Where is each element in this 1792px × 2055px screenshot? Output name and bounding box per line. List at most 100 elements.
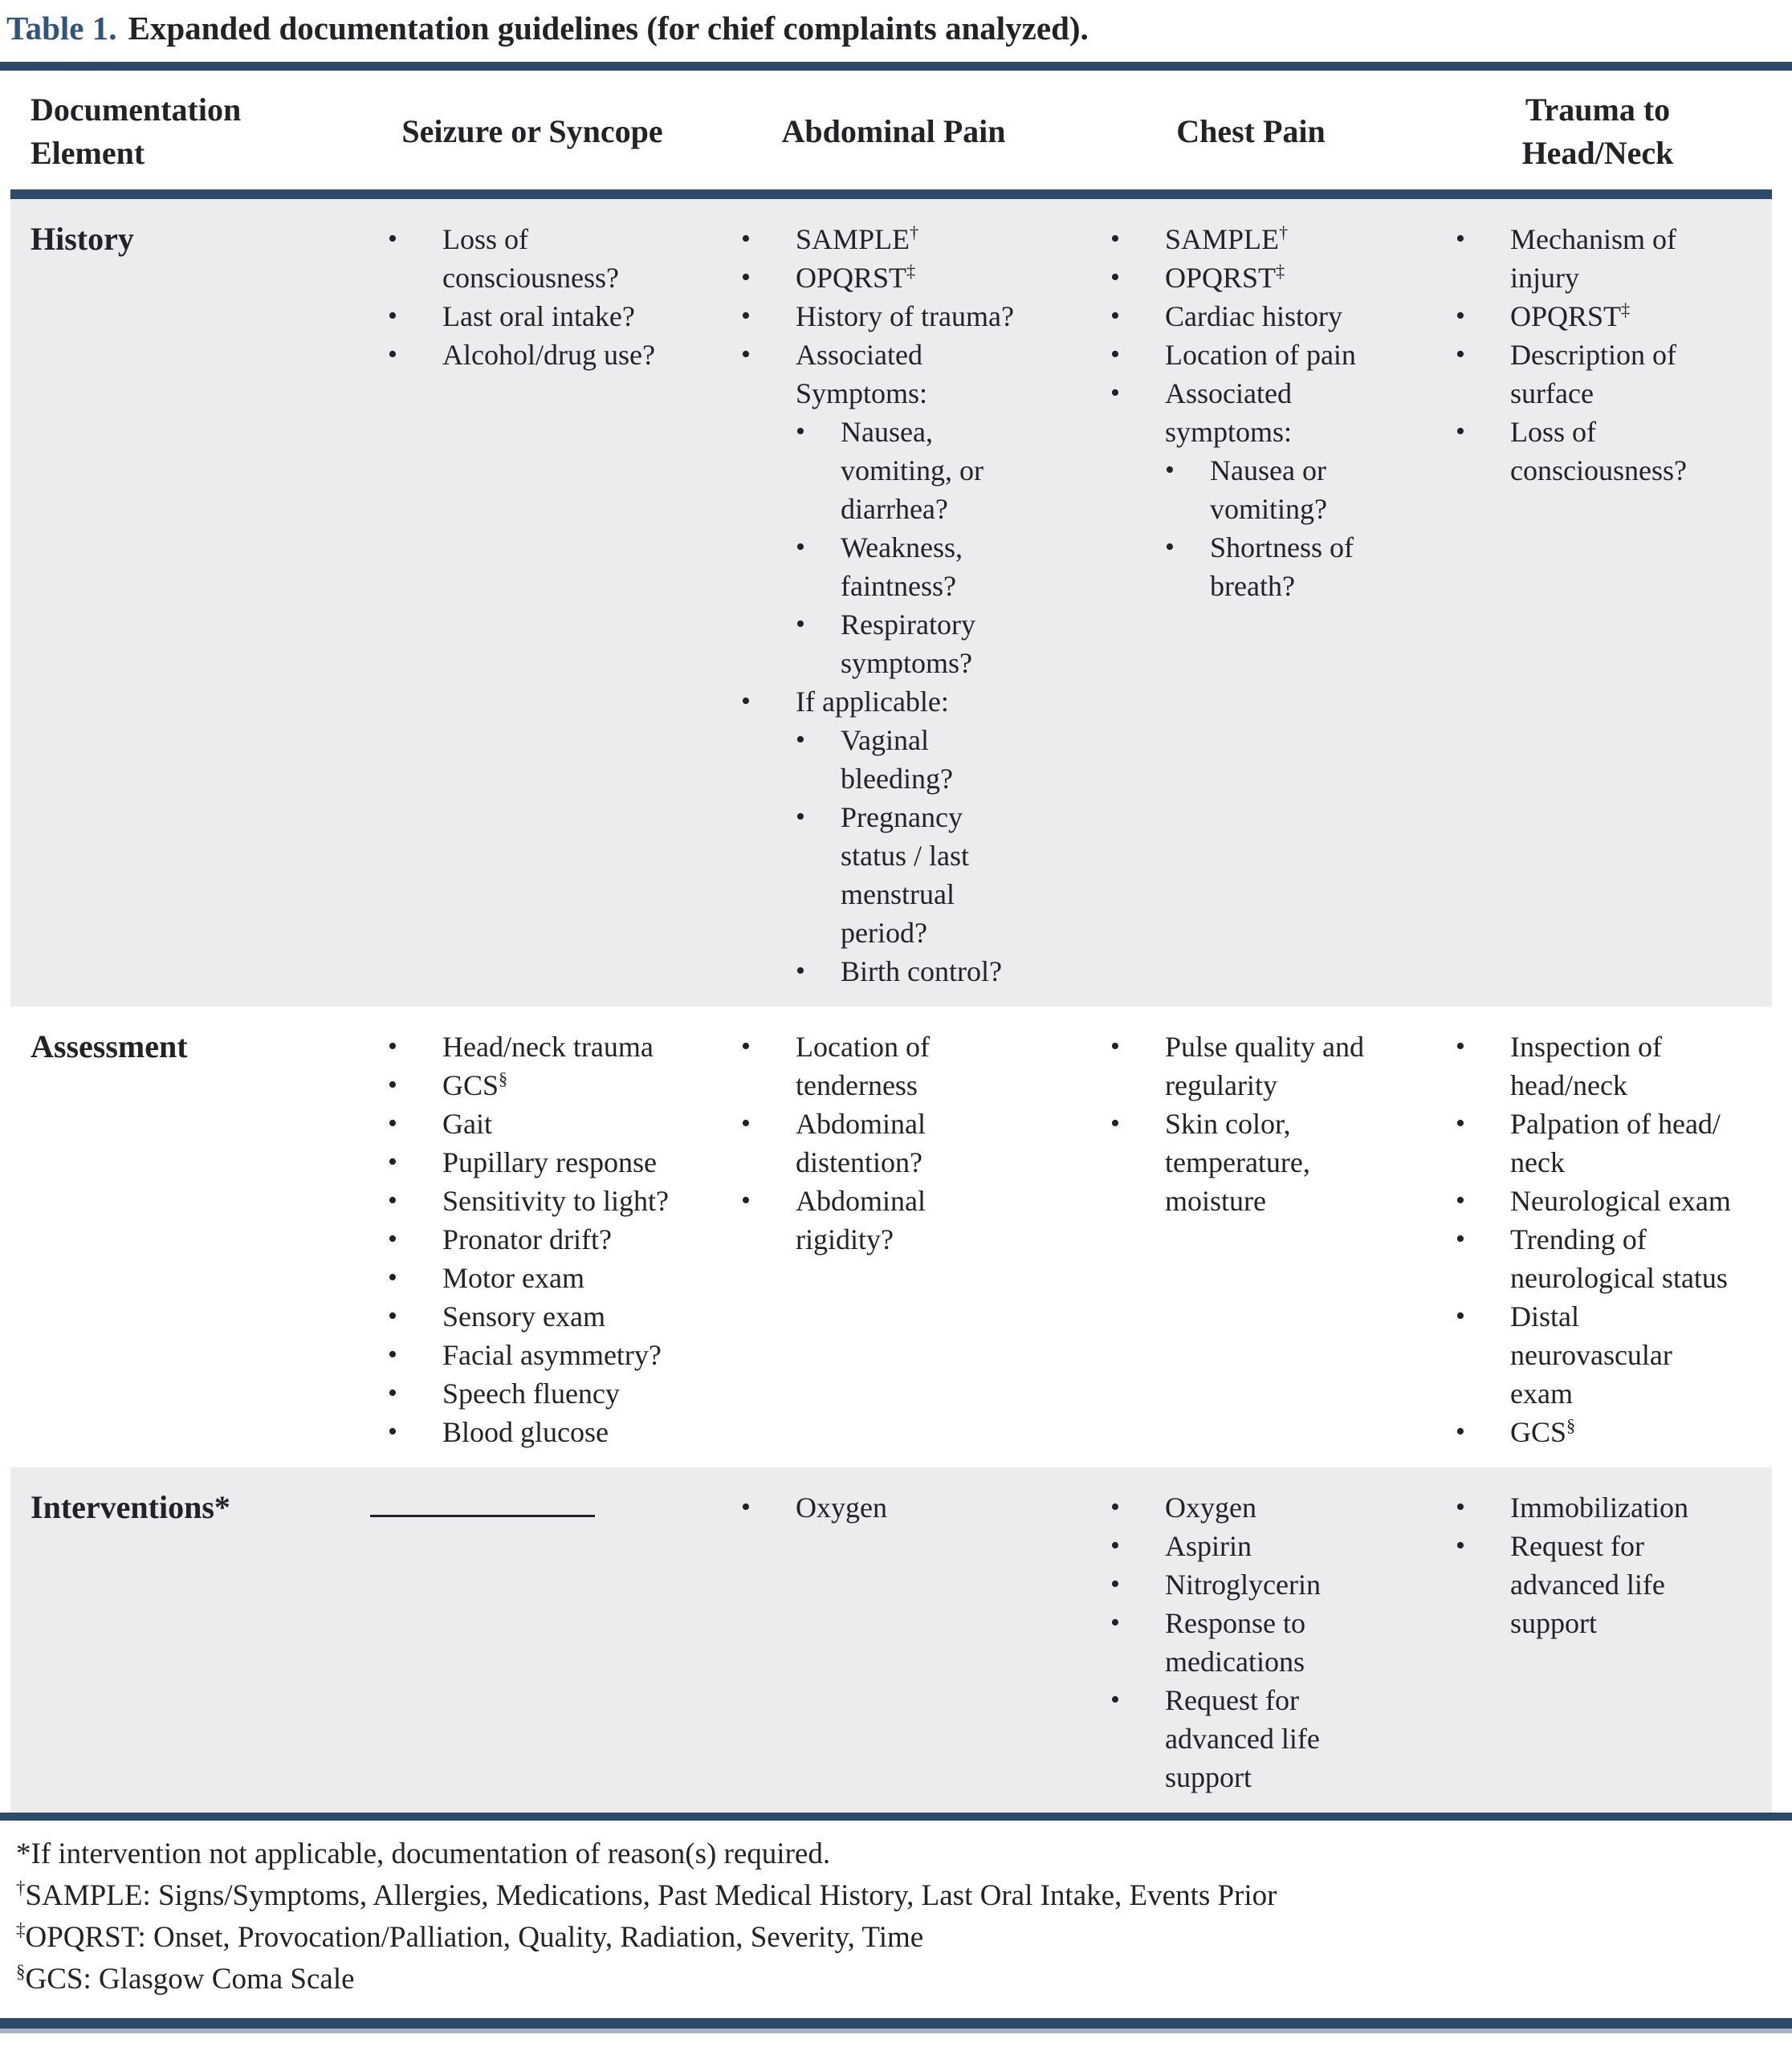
nested-list-item: Weakness, faintness?	[796, 528, 1078, 605]
footnote: *If intervention not applicable, documen…	[16, 1833, 1792, 1875]
nested-list-item: Nausea or vomiting?	[1165, 451, 1423, 528]
nested-list-item: Respiratory symptoms?	[796, 605, 1078, 682]
nested-bullet-list: Vaginal bleeding?Pregnancy status / last…	[796, 721, 1078, 991]
list-item: GCS§	[388, 1066, 709, 1105]
list-item: Alcohol/drug use?	[388, 336, 709, 374]
bullet-list: Mechanism of injuryOPQRST‡Description of…	[1423, 220, 1772, 490]
list-item-text: Loss of consciousness?	[442, 223, 619, 294]
list-item: Location of tenderness	[741, 1028, 1078, 1105]
footnote-reference-mark: ‡	[1276, 261, 1285, 281]
list-item: History of trauma?	[741, 297, 1078, 336]
list-item-text: Birth control?	[841, 955, 1002, 987]
bullet-list: SAMPLE†OPQRST‡History of trauma?Associat…	[709, 220, 1078, 991]
list-item: Loss of consciousness?	[1456, 413, 1772, 490]
list-item-text: Inspection of head/neck	[1510, 1031, 1662, 1101]
list-item-text: Respiratory symptoms?	[841, 608, 975, 679]
list-item-text: History of trauma?	[796, 300, 1014, 332]
list-item-text: Response to medications	[1165, 1607, 1305, 1678]
list-item: Motor exam	[388, 1259, 709, 1297]
table-cell: SAMPLE†OPQRST‡History of trauma?Associat…	[709, 194, 1078, 1007]
table-cell	[356, 1467, 709, 1813]
bullet-list: Inspection of head/neckPalpation of head…	[1423, 1028, 1772, 1451]
nested-list-item: Nausea, vomiting, or diarrhea?	[796, 413, 1078, 528]
table-cell: Head/neck traumaGCS§GaitPupillary respon…	[356, 1007, 709, 1467]
list-item-text: Speech fluency	[442, 1377, 620, 1410]
footnote-marker: §	[16, 1961, 26, 1982]
list-item: Pupillary response	[388, 1143, 709, 1182]
nested-list-item: Pregnancy status / last menstrual period…	[796, 798, 1078, 952]
list-item: Distal neurovascular exam	[1456, 1297, 1772, 1413]
list-item: SAMPLE†	[1110, 220, 1423, 258]
list-item-text: Abdominal rigidity?	[796, 1185, 926, 1255]
list-item: Palpation of head/ neck	[1456, 1105, 1772, 1182]
list-item-text: Location of tenderness	[796, 1031, 930, 1101]
list-item: Oxygen	[741, 1488, 1078, 1527]
table-number: Table 1.	[6, 10, 117, 47]
table-cell: SAMPLE†OPQRST‡Cardiac history Location of…	[1078, 194, 1423, 1007]
list-item: Immobilization	[1456, 1488, 1772, 1527]
list-item: Sensory exam	[388, 1297, 709, 1336]
bullet-list: Head/neck traumaGCS§GaitPupillary respon…	[356, 1028, 709, 1451]
list-item-text: Request for advanced life support	[1510, 1530, 1665, 1639]
list-item-text: Location of pain	[1165, 339, 1356, 371]
list-item: Cardiac history	[1110, 297, 1423, 336]
footnote-text: If intervention not applicable, document…	[31, 1837, 831, 1870]
footnote-reference-mark: ‡	[1621, 299, 1631, 319]
footnote-text: SAMPLE: Signs/Symptoms, Allergies, Medic…	[25, 1879, 1277, 1912]
list-item: OPQRST‡	[1110, 258, 1423, 297]
bullet-list: Loss of consciousness? Last oral intake? A…	[356, 220, 709, 374]
list-item-text: Pregnancy status / last menstrual period…	[841, 801, 969, 949]
list-item: Request for advanced life support	[1456, 1527, 1772, 1642]
nested-list-item: Birth control?	[796, 952, 1078, 991]
table-row-history: History Loss of consciousness? Last oral i…	[10, 194, 1772, 1007]
footnote-marker: *	[16, 1837, 31, 1870]
list-item: Request for advanced life support	[1110, 1681, 1423, 1797]
footnote: ‡OPQRST: Onset, Provocation/Palliation, …	[16, 1917, 1792, 1959]
list-item-text: Cardiac history	[1165, 300, 1342, 332]
bullet-list: Immobilization Request for advanced life …	[1423, 1488, 1772, 1642]
list-item: Trending of neurological status	[1456, 1220, 1772, 1297]
list-item-text: Request for advanced life support	[1165, 1684, 1320, 1793]
list-item-text: Sensitivity to light?	[442, 1185, 670, 1217]
list-item-text: Associated symptoms:	[1165, 377, 1293, 448]
nested-list-item: Vaginal bleeding?	[796, 721, 1078, 798]
column-header-seizure-or-syncope: Seizure or Syncope	[356, 71, 709, 199]
list-item: Skin color, temperature, moisture	[1110, 1105, 1423, 1220]
page-bottom-divider	[0, 2018, 1792, 2033]
list-item: Abdominal rigidity?	[741, 1182, 1078, 1259]
list-item: Last oral intake?	[388, 297, 709, 336]
list-item: Aspirin	[1110, 1527, 1423, 1565]
list-item: Inspection of head/neck	[1456, 1028, 1772, 1105]
nested-bullet-list: Nausea or vomiting?Shortness of breath?	[1165, 451, 1423, 605]
list-item: Loss of consciousness?	[388, 220, 709, 297]
list-item: OPQRST‡	[741, 258, 1078, 297]
list-item-text: SAMPLE	[1165, 223, 1280, 255]
list-item-text: Mechanism of injury	[1510, 223, 1676, 294]
table-cell: Pulse quality and regularitySkin color, …	[1078, 1007, 1423, 1467]
list-item-text: Blood glucose	[442, 1416, 609, 1448]
footnote-text: GCS: Glasgow Coma Scale	[25, 1963, 355, 1996]
list-item-text: Alcohol/drug use?	[442, 339, 655, 371]
list-item-text: GCS	[1510, 1416, 1567, 1448]
list-item-text: Trending of neurological status	[1510, 1223, 1728, 1294]
table-cell: Immobilization Request for advanced life …	[1423, 1467, 1772, 1813]
list-item-text: Nausea or vomiting?	[1210, 454, 1327, 525]
footnote-marker: ‡	[16, 1919, 26, 1940]
list-item: Pulse quality and regularity	[1110, 1028, 1423, 1105]
list-item: Blood glucose	[388, 1413, 709, 1451]
table-cell: Mechanism of injuryOPQRST‡Description of…	[1423, 194, 1772, 1007]
column-header-abdominal-pain: Abdominal Pain	[709, 71, 1078, 199]
list-item-text: OPQRST	[1510, 300, 1622, 332]
nested-bullet-list: Nausea, vomiting, or diarrhea?Weakness, …	[796, 413, 1078, 682]
table-row-assessment: AssessmentHead/neck traumaGCS§GaitPupill…	[10, 1007, 1772, 1467]
column-header-chest-pain: Chest Pain	[1078, 71, 1423, 199]
footnote: §GCS: Glasgow Coma Scale	[16, 1959, 1792, 2000]
bullet-list: SAMPLE†OPQRST‡Cardiac history Location of…	[1078, 220, 1423, 605]
list-item-text: Facial asymmetry?	[442, 1339, 662, 1371]
footnote-reference-mark: †	[910, 222, 919, 242]
list-item-text: Pronator drift?	[442, 1223, 612, 1255]
row-label: History	[10, 194, 356, 1007]
list-item: Abdominal distention?	[741, 1105, 1078, 1182]
list-item-text: Palpation of head/ neck	[1510, 1108, 1721, 1178]
